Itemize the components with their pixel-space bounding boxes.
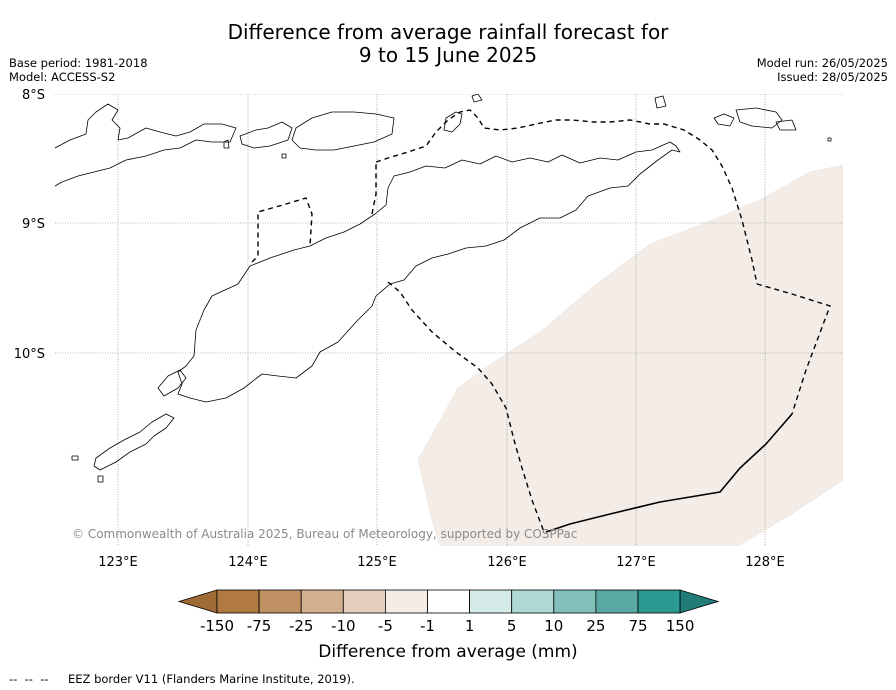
colorbar-cell [300,589,344,614]
map-title-line1: Difference from average rainfall forecas… [227,20,669,44]
colorbar-cell [427,589,470,614]
colorbar-tick-label: -1 [420,617,435,635]
colorbar-tick-label: 10 [544,617,563,635]
lat-label-8s: 8°S [22,88,45,103]
colorbar-cell [216,589,260,614]
leti-island-coastline [654,95,667,109]
colorbar-tick-label: -25 [289,617,314,635]
wetar-coastline [291,111,395,151]
lon-label-127e: 127°E [616,555,656,570]
small-island-coastline [471,94,483,103]
colorbar-cell [511,589,555,614]
colorbar-tick-label: 150 [666,617,695,635]
colorbar-cell [595,589,639,614]
map-area [55,94,843,546]
eez-border-east [756,283,831,415]
colorbar-tick-label: 75 [628,617,647,635]
eez-legend-text: EEZ border V11 (Flanders Marine Institut… [68,672,355,686]
map-title-line2: 9 to 15 June 2025 [358,43,538,67]
babar-islands-coastline [735,107,783,129]
lon-label-125e: 125°E [357,555,397,570]
colorbar-cell [469,589,513,614]
colorbar-tick-label: 1 [465,617,475,635]
lat-label-9s: 9°S [22,217,45,232]
colorbar-cell [384,589,428,614]
eez-legend-symbol: -- -- -- [9,672,49,686]
flores-lembata-coastline [55,103,237,187]
lon-label-124e: 124°E [228,555,268,570]
colorbar-cell [637,589,681,614]
boundary-line-southeast [545,413,793,533]
small-island-coastline [97,475,104,483]
southwest-island-coastline [93,413,175,471]
colorbar-extend-high [679,589,720,614]
colorbar-extend-low [177,589,218,614]
coastlines [55,94,832,483]
issued-date: Issued: 28/05/2025 [777,70,888,84]
lat-label-10s: 10°S [14,347,45,362]
copyright-note: © Commonwealth of Australia 2025, Bureau… [72,527,577,541]
colorbar-tick-label: -10 [331,617,356,635]
alor-coastline [239,121,293,149]
colorbar-label: Difference from average (mm) [318,642,577,662]
lon-label-128e: 128°E [745,555,785,570]
colorbar-tick-label: 25 [586,617,605,635]
lon-label-123e: 123°E [98,555,138,570]
eez-border-south [387,281,545,533]
timor-island-coastline [177,141,681,403]
model-name: Model: ACCESS-S2 [9,70,116,84]
colorbar-tick-label: 5 [507,617,517,635]
colorbar-ticks: -150 -75 -25 -10 -5 -1 1 5 10 25 75 150 [200,617,694,635]
small-island-coastline [71,455,79,461]
rainfall-anomaly-region [417,164,843,546]
eez-border-oecusse [251,197,313,263]
eez-border-north [375,109,758,285]
colorbar-cell [258,589,302,614]
colorbar-tick-label: -5 [378,617,393,635]
colorbar-tick-label: -150 [200,617,234,635]
small-island-coastline [827,137,832,142]
moa-island-coastline [713,113,735,127]
colorbar-cells [177,589,720,614]
colorbar-tick-label: -75 [247,617,272,635]
colorbar: -150 -75 -25 -10 -5 -1 1 5 10 25 75 150 Difference … [177,589,720,662]
small-island-coastline [775,119,797,131]
colorbar-cell [553,589,597,614]
base-period: Base period: 1981-2018 [9,56,148,70]
colorbar-cell [342,589,386,614]
model-run-date: Model run: 26/05/2025 [756,56,888,70]
small-island-coastline [223,139,230,149]
rote-island-coastline [157,369,187,397]
eez-border-west [371,162,377,215]
small-island-coastline [281,153,287,159]
lon-label-126e: 126°E [487,555,527,570]
graticule [55,94,843,546]
atauro-coastline [443,111,463,133]
eez-borders [251,109,831,533]
